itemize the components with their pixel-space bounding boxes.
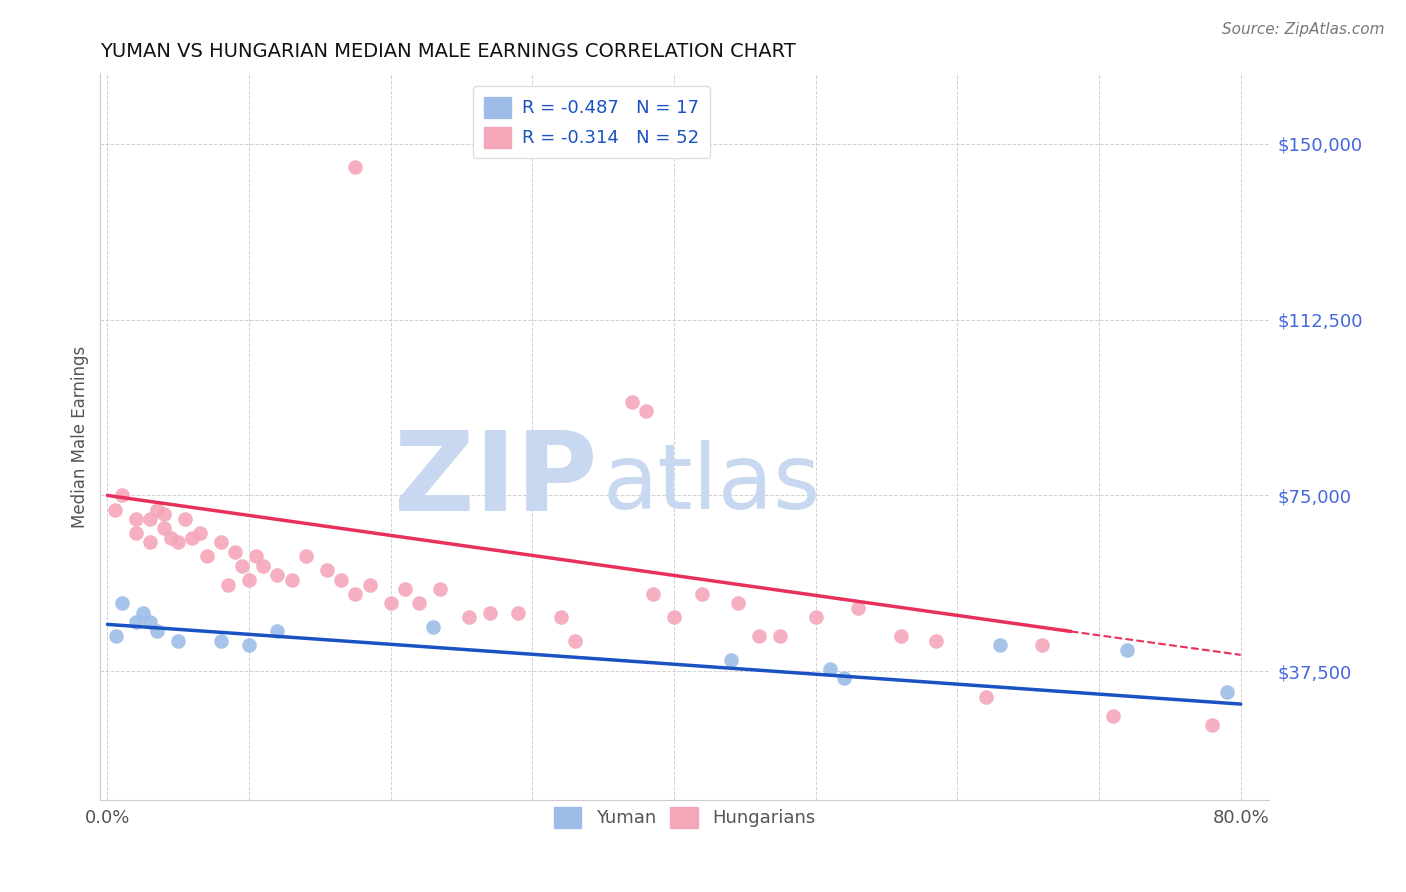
Point bbox=[634, 404, 657, 418]
Point bbox=[846, 601, 869, 615]
Point bbox=[769, 629, 792, 643]
Point bbox=[132, 606, 155, 620]
Point bbox=[818, 662, 841, 676]
Point bbox=[330, 573, 353, 587]
Point bbox=[188, 525, 211, 540]
Text: Source: ZipAtlas.com: Source: ZipAtlas.com bbox=[1222, 22, 1385, 37]
Point bbox=[209, 633, 232, 648]
Point bbox=[280, 573, 302, 587]
Point bbox=[748, 629, 770, 643]
Point bbox=[832, 671, 855, 685]
Point bbox=[209, 535, 232, 549]
Point bbox=[974, 690, 997, 704]
Point bbox=[890, 629, 912, 643]
Point bbox=[316, 564, 339, 578]
Point bbox=[245, 549, 267, 564]
Point bbox=[110, 596, 132, 610]
Point bbox=[103, 502, 125, 516]
Point bbox=[252, 558, 274, 573]
Point bbox=[925, 633, 948, 648]
Point bbox=[641, 587, 664, 601]
Point bbox=[231, 558, 253, 573]
Point bbox=[139, 535, 162, 549]
Point bbox=[174, 512, 197, 526]
Text: atlas: atlas bbox=[603, 440, 821, 528]
Point bbox=[104, 629, 127, 643]
Point bbox=[804, 610, 827, 624]
Point bbox=[167, 633, 190, 648]
Point bbox=[146, 624, 169, 639]
Point bbox=[224, 544, 246, 558]
Point bbox=[139, 512, 162, 526]
Point bbox=[1031, 639, 1053, 653]
Point bbox=[238, 639, 260, 653]
Point bbox=[266, 568, 288, 582]
Point bbox=[195, 549, 218, 564]
Point bbox=[429, 582, 451, 597]
Point bbox=[344, 587, 367, 601]
Point bbox=[408, 596, 430, 610]
Point bbox=[217, 577, 239, 591]
Point bbox=[153, 521, 176, 535]
Point bbox=[153, 507, 176, 521]
Point bbox=[266, 624, 288, 639]
Point bbox=[139, 615, 162, 629]
Point bbox=[125, 512, 148, 526]
Point bbox=[1201, 718, 1223, 732]
Point bbox=[550, 610, 572, 624]
Point bbox=[110, 488, 132, 502]
Point bbox=[380, 596, 402, 610]
Point bbox=[457, 610, 479, 624]
Text: YUMAN VS HUNGARIAN MEDIAN MALE EARNINGS CORRELATION CHART: YUMAN VS HUNGARIAN MEDIAN MALE EARNINGS … bbox=[100, 42, 796, 61]
Point bbox=[167, 535, 190, 549]
Point bbox=[1102, 708, 1125, 723]
Point bbox=[160, 531, 183, 545]
Point bbox=[662, 610, 685, 624]
Point bbox=[294, 549, 316, 564]
Legend: Yuman, Hungarians: Yuman, Hungarians bbox=[547, 799, 823, 835]
Point bbox=[508, 606, 530, 620]
Point bbox=[727, 596, 749, 610]
Point bbox=[1215, 685, 1237, 699]
Point bbox=[720, 652, 742, 666]
Point bbox=[125, 615, 148, 629]
Point bbox=[564, 633, 586, 648]
Point bbox=[181, 531, 204, 545]
Point bbox=[146, 502, 169, 516]
Point bbox=[359, 577, 381, 591]
Y-axis label: Median Male Earnings: Median Male Earnings bbox=[72, 346, 89, 528]
Point bbox=[238, 573, 260, 587]
Point bbox=[1116, 643, 1139, 657]
Point bbox=[344, 160, 367, 174]
Point bbox=[988, 639, 1011, 653]
Point bbox=[394, 582, 416, 597]
Point bbox=[422, 620, 444, 634]
Point bbox=[125, 525, 148, 540]
Point bbox=[692, 587, 714, 601]
Text: ZIP: ZIP bbox=[394, 427, 598, 534]
Point bbox=[620, 394, 643, 409]
Point bbox=[478, 606, 501, 620]
